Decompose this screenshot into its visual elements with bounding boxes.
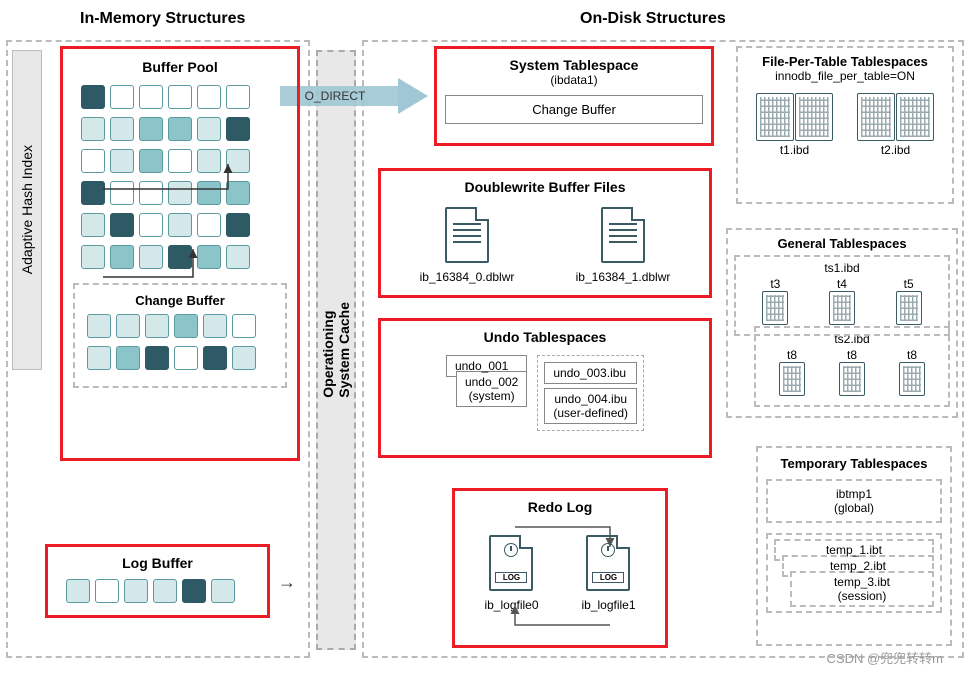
fpt-sub: innodb_file_per_table=ON — [744, 69, 946, 83]
ts2-tables: t8 t8 t8 — [762, 346, 942, 401]
db-icon — [896, 93, 934, 141]
svg-text:O_DIRECT: O_DIRECT — [305, 89, 366, 103]
fpt-files: t1.ibd t2.ibd — [744, 93, 946, 157]
temp-3: temp_3.ibt (session) — [790, 571, 934, 607]
undo-box: Undo Tablespaces undo_001 undo_002 (syst… — [378, 318, 712, 458]
gen-title: General Tablespaces — [734, 236, 950, 251]
diagram-container: In-Memory Structures On-Disk Structures … — [0, 0, 973, 687]
general-ts-box: General Tablespaces ts1.ibd t3 t4 t5 ts2… — [726, 228, 958, 418]
undo-title: Undo Tablespaces — [389, 329, 701, 345]
db-icon — [829, 291, 855, 325]
ts1-tables: t3 t4 t5 — [742, 275, 942, 330]
change-buffer-grid — [83, 314, 277, 370]
temp-session-stack: temp_1.ibt temp_2.ibt temp_3.ibt (sessio… — [766, 533, 942, 613]
adaptive-hash-label: Adaptive Hash Index — [19, 145, 35, 274]
system-ts-sub: (ibdata1) — [445, 73, 703, 87]
system-ts-title: System Tablespace — [445, 57, 703, 73]
redo-arrows — [455, 517, 671, 647]
db-icon — [899, 362, 925, 396]
temp-global: ibtmp1 (global) — [766, 479, 942, 523]
db-icon — [795, 93, 833, 141]
log-buffer-arrow: → — [278, 572, 296, 593]
temp-ts-box: Temporary Tablespaces ibtmp1 (global) te… — [756, 446, 952, 646]
undo-groups: undo_001 undo_002 (system) undo_003.ibu … — [389, 355, 701, 431]
log-buffer-grid — [56, 579, 259, 603]
os-cache-label: Operationing System Cache — [320, 302, 352, 398]
buffer-pool-box: Buffer Pool Change Buffer — [60, 46, 300, 461]
db-icon — [779, 362, 805, 396]
ts2-ibd: ts2.ibd t8 t8 t8 — [754, 326, 950, 407]
o-direct-arrow: O_DIRECT — [280, 78, 430, 114]
in-memory-title: In-Memory Structures — [80, 10, 245, 28]
on-disk-title: On-Disk Structures — [580, 10, 726, 28]
db-icon — [756, 93, 794, 141]
temp-title: Temporary Tablespaces — [766, 456, 942, 471]
system-ts-change-buffer: Change Buffer — [445, 95, 703, 124]
dblwr-file-1: ib_16384_1.dblwr — [576, 207, 671, 284]
db-icon — [762, 291, 788, 325]
doublewrite-files: ib_16384_0.dblwr ib_16384_1.dblwr — [389, 207, 701, 284]
file-per-table-box: File-Per-Table Tablespaces innodb_file_p… — [736, 46, 954, 204]
buffer-pool-grid — [73, 85, 287, 269]
file-icon — [601, 207, 645, 263]
db-icon — [896, 291, 922, 325]
log-file-icon: LOG — [489, 535, 533, 591]
log-file-icon: LOG — [586, 535, 630, 591]
redo-title: Redo Log — [463, 499, 657, 515]
undo-002: undo_002 (system) — [456, 371, 527, 407]
db-icon — [857, 93, 895, 141]
undo-system: undo_001 undo_002 (system) — [446, 355, 527, 431]
system-tablespace-box: System Tablespace (ibdata1) Change Buffe… — [434, 46, 714, 146]
dblwr-file-0: ib_16384_0.dblwr — [420, 207, 515, 284]
log-buffer-box: Log Buffer — [45, 544, 270, 618]
doublewrite-box: Doublewrite Buffer Files ib_16384_0.dblw… — [378, 168, 712, 298]
t1-ibd: t1.ibd — [756, 93, 833, 157]
log-buffer-title: Log Buffer — [56, 555, 259, 571]
change-buffer-box: Change Buffer — [73, 283, 287, 388]
redo-box: Redo Log LOG ib_logfile0 LOG ib_logfile1 — [452, 488, 668, 648]
os-system-cache: Operationing System Cache — [316, 50, 356, 650]
fpt-title: File-Per-Table Tablespaces — [744, 54, 946, 69]
undo-004: undo_004.ibu (user-defined) — [544, 388, 637, 424]
t2-ibd: t2.ibd — [857, 93, 934, 157]
adaptive-hash-index: Adaptive Hash Index — [12, 50, 42, 370]
undo-user: undo_003.ibu undo_004.ibu (user-defined) — [537, 355, 644, 431]
doublewrite-title: Doublewrite Buffer Files — [389, 179, 701, 195]
watermark: CSDN @兜兜转转m — [827, 648, 943, 667]
change-buffer-title: Change Buffer — [83, 293, 277, 308]
undo-003: undo_003.ibu — [544, 362, 637, 384]
buffer-pool-title: Buffer Pool — [73, 59, 287, 75]
ts1-ibd: ts1.ibd t3 t4 t5 — [734, 255, 950, 336]
file-icon — [445, 207, 489, 263]
db-icon — [839, 362, 865, 396]
